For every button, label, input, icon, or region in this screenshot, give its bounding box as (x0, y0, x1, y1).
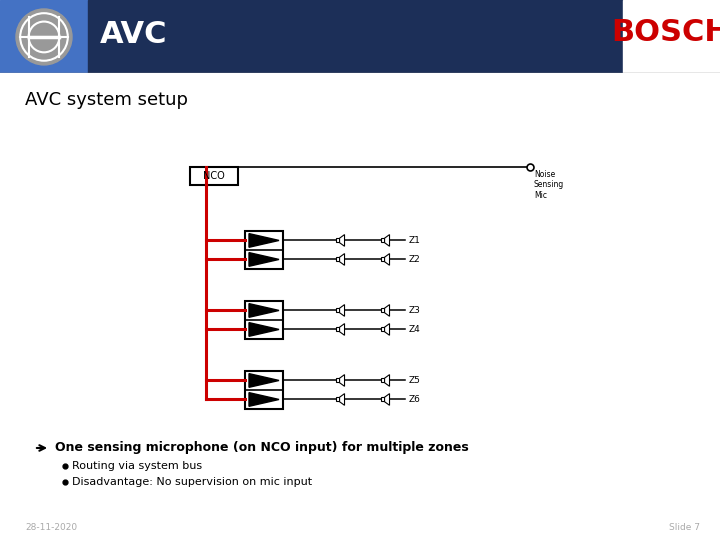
Text: Z3: Z3 (409, 306, 421, 315)
Polygon shape (340, 234, 345, 246)
Polygon shape (340, 394, 345, 406)
Bar (336, 258, 340, 261)
Polygon shape (249, 374, 279, 387)
Text: Z6: Z6 (409, 395, 421, 404)
Bar (336, 327, 340, 332)
Bar (382, 397, 384, 402)
Text: Z5: Z5 (409, 376, 421, 385)
Text: Routing via system bus: Routing via system bus (72, 461, 202, 471)
Polygon shape (249, 253, 279, 266)
Text: One sensing microphone (on NCO input) for multiple zones: One sensing microphone (on NCO input) fo… (55, 442, 469, 455)
Text: Slide 7: Slide 7 (669, 523, 700, 532)
Polygon shape (384, 305, 390, 316)
Polygon shape (384, 234, 390, 246)
Bar (382, 239, 384, 242)
Polygon shape (340, 254, 345, 265)
Bar (382, 308, 384, 313)
Bar (623, 0, 720, 73)
Polygon shape (249, 234, 279, 247)
Polygon shape (340, 323, 345, 335)
Bar (382, 327, 384, 332)
Text: Z2: Z2 (409, 255, 420, 264)
Polygon shape (249, 393, 279, 406)
Bar (336, 397, 340, 402)
Text: Disadvantage: No supervision on mic input: Disadvantage: No supervision on mic inpu… (72, 477, 312, 487)
Bar (245, 231, 283, 269)
Text: Z1: Z1 (409, 236, 421, 245)
Polygon shape (249, 303, 279, 318)
Text: Noise
Sensing
Mic: Noise Sensing Mic (534, 170, 564, 200)
Bar (245, 301, 283, 339)
Text: AVC: AVC (100, 21, 168, 50)
Bar (336, 308, 340, 313)
Text: AVC system setup: AVC system setup (25, 91, 188, 109)
Bar (382, 379, 384, 382)
Polygon shape (384, 394, 390, 406)
Bar (190, 167, 238, 185)
Bar (88, 0, 623, 73)
Polygon shape (384, 323, 390, 335)
Text: Z4: Z4 (409, 325, 420, 334)
Polygon shape (340, 305, 345, 316)
Polygon shape (384, 375, 390, 386)
Bar (336, 379, 340, 382)
Circle shape (16, 9, 72, 65)
Polygon shape (384, 254, 390, 265)
Text: BOSCH: BOSCH (611, 18, 720, 48)
Bar (245, 371, 283, 409)
Bar (336, 239, 340, 242)
Polygon shape (340, 375, 345, 386)
Text: NCO: NCO (203, 171, 225, 181)
Polygon shape (249, 322, 279, 336)
Bar (382, 258, 384, 261)
Bar (0, 0, 88, 73)
Text: 28-11-2020: 28-11-2020 (25, 523, 77, 532)
